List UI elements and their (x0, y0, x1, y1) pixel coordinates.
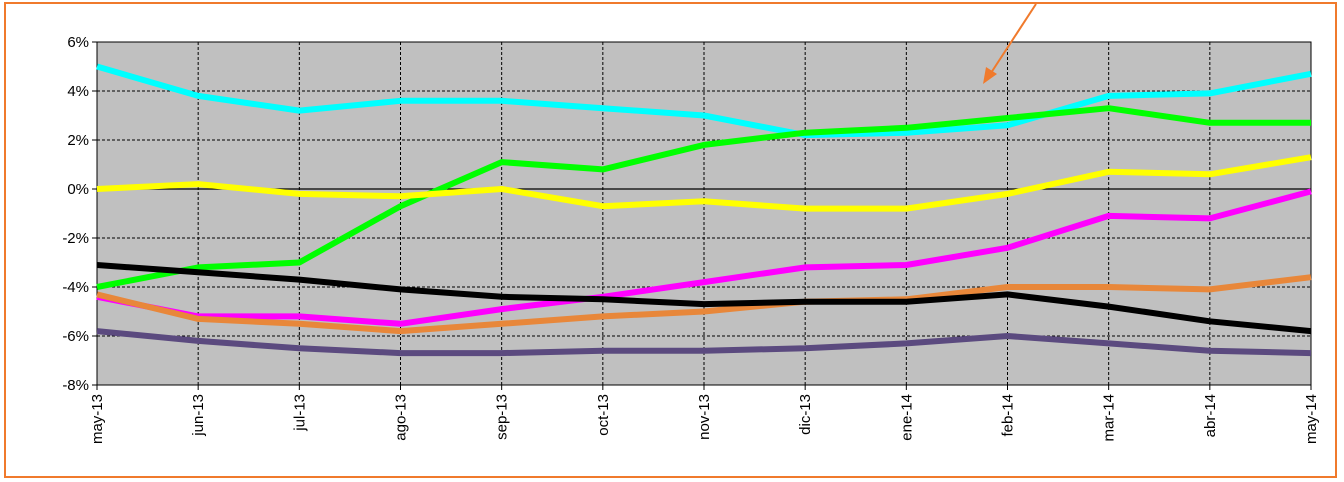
y-tick-label: 4% (67, 83, 89, 100)
x-tick-label: abr-14 (1202, 394, 1219, 437)
x-tick-label: jun-13 (190, 394, 207, 437)
y-tick-label: 6% (67, 34, 89, 51)
x-tick-label: jul-13 (291, 394, 308, 432)
y-tick-label: -2% (62, 230, 89, 247)
x-tick-label: feb-14 (1000, 394, 1017, 437)
series-line-6 (96, 262, 1312, 335)
x-tick-label: nov-13 (696, 394, 713, 440)
series-line-5 (96, 274, 1312, 335)
series-line-2 (96, 105, 1311, 290)
series-line-7 (96, 328, 1312, 357)
x-tick-label: ene-14 (898, 394, 915, 441)
y-tick-label: 0% (67, 181, 89, 198)
x-tick-label: dic-13 (797, 394, 814, 435)
y-tick-label: -4% (62, 279, 89, 296)
x-tick-label: may-13 (89, 394, 106, 444)
series-line-3 (96, 154, 1312, 212)
series-line-1 (96, 63, 1312, 139)
x-tick-label: sep-13 (494, 394, 511, 440)
series-line-4 (96, 188, 1312, 327)
x-tick-label: may-14 (1303, 394, 1320, 444)
x-tick-label: ago-13 (393, 394, 410, 441)
x-tick-label: oct-13 (595, 394, 612, 436)
annotation-arrow (988, 4, 1037, 77)
x-tick-label: mar-14 (1101, 394, 1118, 442)
plot-border (96, 41, 1312, 386)
y-tick-label: -6% (62, 328, 89, 345)
line-chart: 6% 4% 2% 0% -2% -4% -6% -8% may-13 jun-13 jul-13 a… (62, 4, 1320, 444)
annotation-arrowhead (983, 67, 997, 84)
y-tick-label: 2% (67, 132, 89, 149)
y-tick-label: -8% (62, 377, 89, 394)
chart-frame: 6% 4% 2% 0% -2% -4% -6% -8% may-13 jun-13 jul-13 a… (4, 2, 1337, 478)
